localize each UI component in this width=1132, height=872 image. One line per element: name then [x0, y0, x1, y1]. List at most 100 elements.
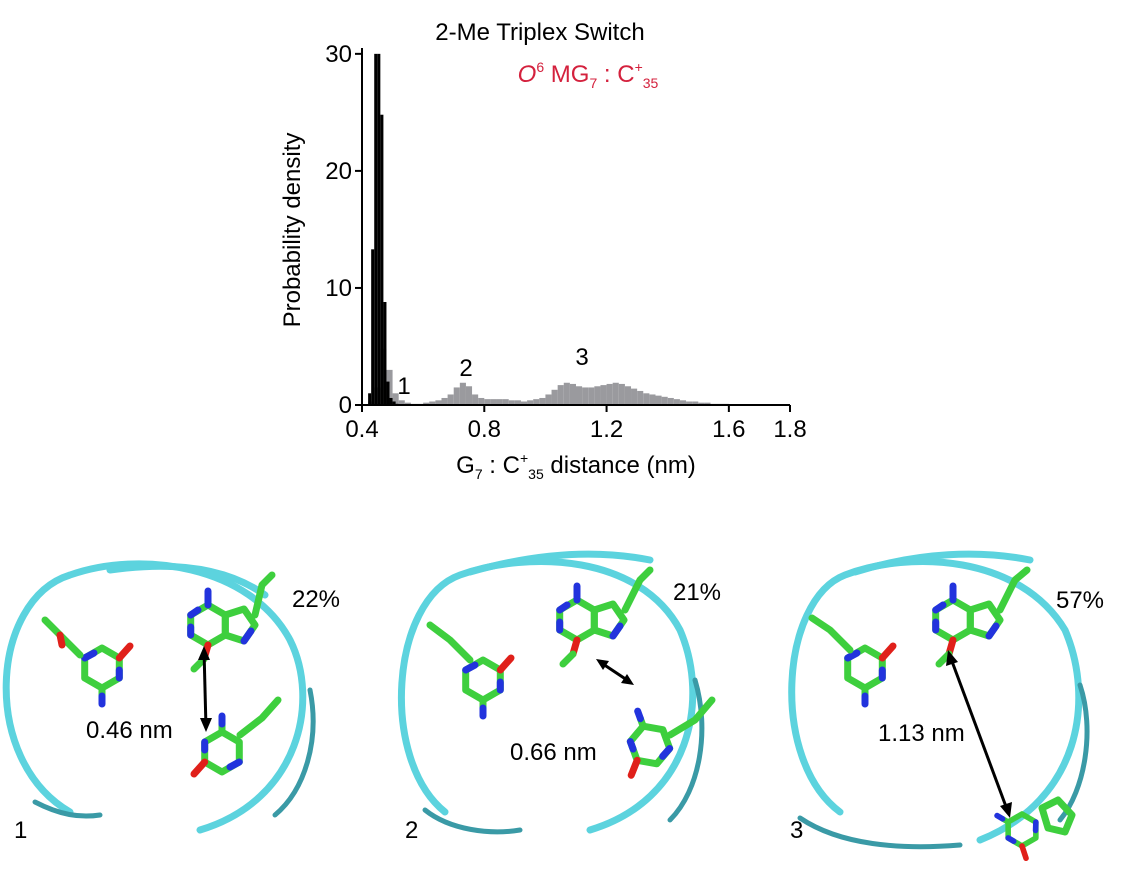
histogram-bar: [637, 390, 644, 405]
histogram-bar: [649, 394, 656, 405]
histogram-bar: [539, 397, 546, 405]
panel-label: 3: [790, 817, 803, 844]
text-part: distance (nm): [544, 452, 696, 479]
histogram-bar: [392, 401, 396, 405]
histogram-bar: [661, 396, 668, 405]
histogram-bar: [383, 301, 387, 405]
x-tick-label: 0.4: [345, 416, 378, 443]
histogram-bar: [563, 382, 570, 405]
histogram-bar: [441, 397, 448, 405]
x-axis-label: G7 : C+35 distance (nm): [456, 450, 696, 482]
histogram-bar: [686, 401, 693, 405]
distance-label: 1.13 nm: [878, 720, 965, 747]
y-axis-label: Probability density: [279, 133, 306, 328]
histogram-bar: [545, 394, 552, 405]
text-part: : C: [483, 452, 520, 479]
distance-label: 0.46 nm: [86, 717, 173, 744]
text-part: G: [456, 452, 475, 479]
x-tick-label: 1.6: [712, 416, 745, 443]
panel-1-structure: [2, 560, 316, 834]
histogram-bar: [392, 393, 399, 405]
histogram-bar: [527, 400, 534, 405]
peak-label: 2: [459, 355, 472, 382]
histogram-bar: [447, 394, 454, 405]
y-tick-label: 0: [339, 392, 352, 419]
histogram-bar: [679, 400, 687, 405]
chart-subtitle: O6 MG7 : C+35: [518, 59, 659, 91]
histogram-bar: [377, 53, 381, 406]
histogram-bar: [551, 389, 558, 405]
histogram-bar: [667, 397, 674, 405]
histogram-bar: [594, 386, 601, 405]
histogram-bar: [386, 381, 390, 405]
histogram-bar: [508, 400, 515, 405]
text-part: 7: [475, 466, 483, 482]
histogram-bar: [704, 402, 711, 405]
histogram-bar: [673, 399, 680, 405]
y-tick-label: 30: [325, 41, 352, 68]
text-part: : C: [597, 61, 634, 88]
x-tick-label: 0.8: [468, 416, 501, 443]
text-part: +: [520, 450, 528, 466]
histogram-bar: [380, 114, 384, 406]
peak-label: 1: [397, 373, 410, 400]
population-percent: 57%: [1056, 587, 1104, 614]
histogram-bar: [643, 393, 650, 405]
histogram-bar: [655, 395, 662, 405]
histogram-bar: [423, 402, 430, 405]
histogram-bar: [389, 397, 393, 405]
panel-2-structure: [397, 550, 716, 835]
text-part: 7: [589, 75, 597, 91]
histogram-bar: [624, 386, 632, 405]
histogram-bar: [631, 388, 638, 405]
x-tick-label: 1.8: [773, 416, 806, 443]
histogram-bar: [490, 399, 497, 405]
panel-3-structure: [788, 550, 1090, 858]
histogram-bar: [618, 383, 625, 405]
histogram-bar: [484, 399, 491, 405]
chart-title: 2-Me Triplex Switch: [435, 19, 644, 46]
histogram-bar: [569, 383, 576, 405]
histogram-bar: [465, 386, 473, 405]
text-part: O: [518, 61, 537, 88]
histogram-bar: [612, 382, 619, 405]
histogram-bar: [368, 393, 372, 405]
text-part: MG: [544, 61, 589, 88]
panel-label: 1: [14, 817, 27, 844]
text-part: 35: [528, 466, 544, 482]
histogram-bar: [371, 249, 375, 405]
text-part: 35: [643, 75, 659, 91]
x-tick-label: 1.2: [590, 416, 623, 443]
histogram-bar: [600, 385, 607, 405]
histogram-bar: [698, 402, 705, 405]
histogram-bar: [520, 401, 528, 405]
histogram-bar: [502, 399, 509, 405]
panel-label: 2: [405, 817, 418, 844]
histogram-bar: [588, 387, 595, 405]
histogram-bar: [582, 387, 589, 405]
y-tick-label: 20: [325, 158, 352, 185]
histogram-bar: [514, 400, 521, 405]
histogram-bar: [496, 399, 503, 405]
histogram-bar: [429, 401, 436, 405]
histogram-bar: [398, 400, 405, 405]
histogram-bar: [435, 400, 442, 405]
histogram-bar: [478, 397, 485, 405]
histogram-bar: [404, 402, 411, 405]
histogram-bar: [374, 53, 378, 406]
histogram-bar: [692, 401, 699, 405]
text-part: 6: [536, 59, 544, 75]
histogram-bar: [533, 399, 540, 405]
histogram-bar: [606, 383, 613, 405]
y-tick-label: 10: [325, 275, 352, 302]
peak-label: 3: [575, 344, 588, 371]
histogram-bar: [453, 387, 460, 405]
text-part: +: [635, 59, 643, 75]
population-percent: 21%: [673, 579, 721, 606]
distance-label: 0.66 nm: [510, 739, 597, 766]
histogram-bar: [459, 382, 466, 405]
histogram-bar: [472, 394, 479, 405]
population-percent: 22%: [292, 586, 340, 613]
